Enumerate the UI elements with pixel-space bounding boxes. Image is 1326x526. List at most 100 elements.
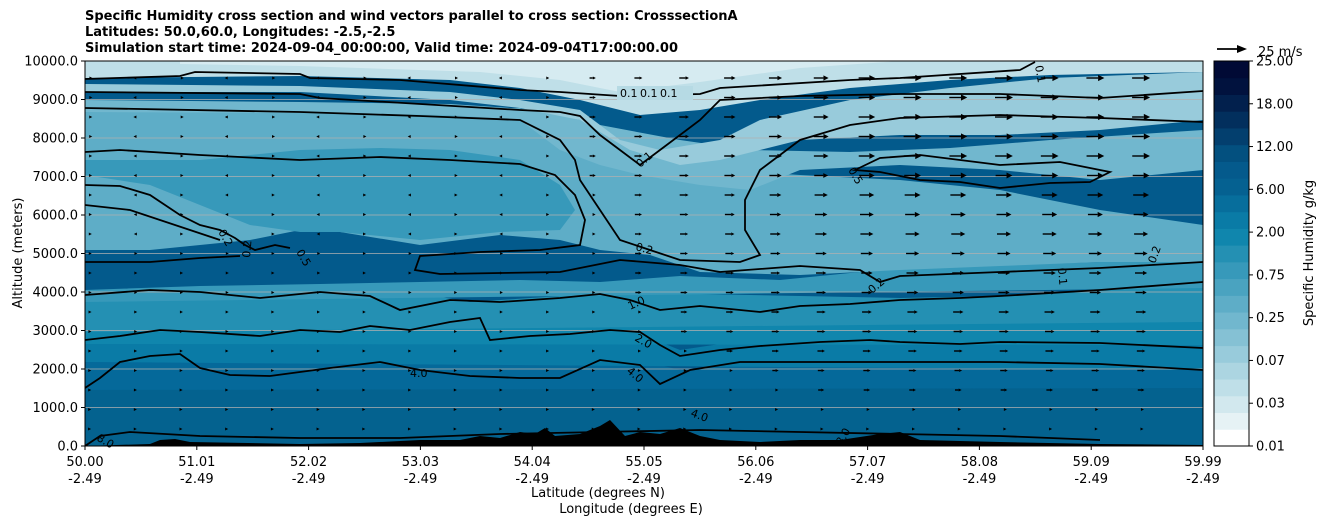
wind-arrow — [546, 232, 550, 236]
colorbar-segment — [1214, 295, 1249, 313]
wind-arrow — [363, 76, 367, 80]
wind-arrow — [591, 369, 595, 372]
wind-arrow — [362, 349, 366, 353]
wind-arrow — [683, 388, 687, 392]
wind-arrow — [768, 95, 783, 100]
wind-arrow — [1088, 231, 1103, 237]
wind-arrow — [88, 193, 92, 197]
wind-arrow — [634, 174, 643, 177]
wind-arrow — [407, 427, 411, 431]
wind-arrow — [813, 153, 829, 159]
wind-arrow — [903, 152, 922, 160]
wind-arrow — [768, 134, 783, 139]
wind-arrow — [680, 291, 688, 294]
wind-arrow — [770, 232, 781, 236]
wind-arrow — [225, 388, 229, 392]
wind-arrow — [1044, 310, 1055, 314]
wind-arrow — [1086, 74, 1105, 82]
wind-arrow — [904, 172, 921, 179]
wind-arrow — [225, 310, 229, 314]
wind-arrow — [1091, 349, 1100, 353]
contour-line-0.2-a — [85, 107, 1203, 263]
wind-arrow — [592, 291, 596, 294]
wind-arrow — [634, 232, 642, 236]
wind-arrow — [729, 388, 733, 392]
y-tick-label: 10000.0 — [24, 55, 78, 70]
wind-arrow — [953, 329, 964, 334]
x-tick-label-lon: -2.49 — [1186, 472, 1220, 487]
wind-arrow — [363, 135, 367, 138]
wind-arrow — [88, 369, 92, 372]
wind-arrow — [814, 192, 828, 198]
wind-arrow — [999, 349, 1009, 353]
wind-arrow — [680, 310, 688, 314]
wind-arrow — [88, 408, 92, 411]
wind-arrow — [179, 388, 183, 392]
wind-arrow — [1135, 310, 1147, 314]
wind-arrow — [1003, 427, 1007, 431]
wind-arrow — [1043, 270, 1056, 276]
wind-arrow — [817, 369, 825, 372]
colorbar-segment — [1214, 379, 1249, 397]
wind-arrow — [995, 113, 1013, 121]
wind-arrow — [546, 349, 550, 353]
y-tick-label: 8000.0 — [33, 132, 79, 147]
wind-arrow — [952, 290, 964, 295]
wind-arrow — [816, 290, 827, 295]
wind-arrow — [180, 232, 184, 236]
colorbar-segment — [1214, 312, 1249, 330]
wind-arrow — [996, 192, 1012, 198]
wind-arrow — [1049, 408, 1053, 411]
wind-arrow — [1090, 329, 1101, 334]
chart-title: Specific Humidity cross section and wind… — [85, 9, 738, 57]
wind-arrow — [998, 290, 1010, 295]
wind-arrow — [499, 408, 503, 411]
wind-arrow — [905, 211, 921, 218]
wind-arrow — [1092, 388, 1099, 392]
wind-arrow — [816, 271, 827, 275]
colorbar-segment — [1214, 429, 1249, 447]
wind-arrow — [679, 213, 689, 216]
colorbar-tick-label: 6.00 — [1256, 183, 1285, 198]
wind-arrow — [1136, 329, 1146, 334]
wind-arrow — [683, 369, 687, 372]
y-tick-label: 0.0 — [57, 440, 78, 455]
wind-arrow — [225, 174, 229, 177]
wind-arrow — [272, 96, 276, 99]
wind-arrow — [499, 213, 503, 216]
wind-arrow — [1045, 369, 1054, 372]
wind-arrow — [270, 427, 274, 431]
wind-arrow — [316, 330, 320, 333]
wind-arrow — [499, 174, 503, 177]
wind-arrow — [272, 76, 276, 80]
colorbar-label: Specific Humidity g/kg — [1302, 180, 1317, 326]
wind-arrow — [907, 329, 918, 334]
x-tick-label-lat: 56.06 — [737, 455, 774, 470]
wind-arrow — [454, 232, 458, 236]
wind-arrow — [680, 271, 688, 275]
wind-arrow — [316, 388, 320, 392]
wind-arrow — [638, 310, 642, 314]
wind-arrow — [724, 76, 736, 80]
colorbar-segment — [1214, 228, 1249, 246]
wind-arrow — [995, 172, 1013, 179]
wind-arrow — [408, 310, 412, 314]
wind-arrow — [634, 115, 643, 119]
wind-arrow — [546, 193, 550, 197]
wind-arrow — [454, 154, 458, 158]
wind-arrow — [180, 193, 184, 197]
wind-arrow — [724, 193, 735, 197]
wind-arrow — [362, 369, 366, 372]
wind-arrow — [997, 251, 1011, 256]
wind-arrow — [907, 310, 918, 314]
wind-arrow — [679, 76, 689, 80]
wind-arrow — [1086, 113, 1105, 121]
wind-arrow — [679, 115, 689, 119]
wind-arrow — [1134, 231, 1149, 237]
wind-arrow — [903, 113, 922, 121]
colorbar-tick-label: 2.00 — [1256, 226, 1285, 241]
wind-arrow — [1040, 152, 1059, 160]
wind-arrow — [912, 427, 916, 431]
wind-arrow — [224, 115, 228, 119]
wind-arrow — [866, 408, 870, 411]
